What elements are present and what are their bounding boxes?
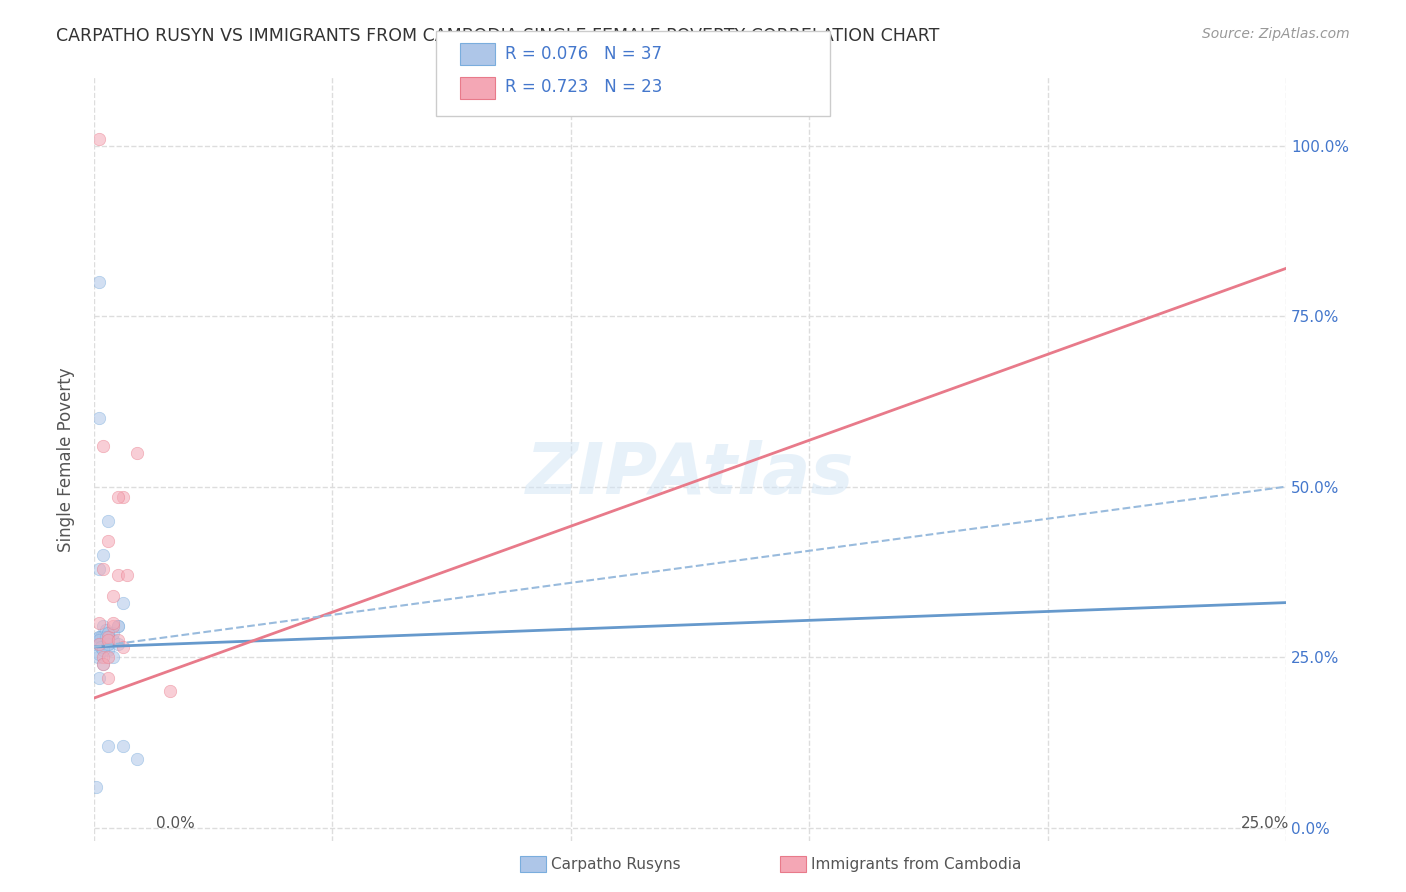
Point [87,561,110,575]
Point [93,650,115,665]
Point [93,561,115,575]
Point [107,490,129,504]
Point [107,568,129,582]
Point [101,626,124,640]
Point [111,739,134,753]
Point [93,640,115,654]
Point [93,439,115,453]
Point [101,616,124,631]
Point [94,623,117,637]
Point [87,132,110,146]
Point [111,640,134,654]
Point [97,514,120,528]
Point [93,643,115,657]
Point [159,684,181,698]
Point [93,657,115,671]
Point [107,619,129,633]
Point [87,616,110,631]
Point [87,275,110,289]
Text: 0.0%: 0.0% [156,816,195,831]
Text: Immigrants from Cambodia: Immigrants from Cambodia [811,857,1022,871]
Point [101,619,124,633]
Point [101,589,124,603]
Point [97,534,120,549]
Point [97,650,120,665]
Point [101,633,124,648]
Point [97,630,120,644]
Point [111,596,134,610]
Point [87,411,110,425]
Point [97,626,120,640]
Y-axis label: Single Female Poverty: Single Female Poverty [58,368,75,551]
Point [87,650,110,665]
Point [90,630,112,644]
Point [97,739,120,753]
Point [107,633,129,648]
Point [97,626,120,640]
Point [125,445,148,459]
Point [87,647,110,661]
Point [97,633,120,648]
Point [107,636,129,650]
Point [97,643,120,657]
Point [94,630,117,644]
Point [90,640,112,654]
Text: ZIPAtlas: ZIPAtlas [526,440,855,509]
Point [97,636,120,650]
Point [93,548,115,562]
Point [117,568,139,582]
Point [87,630,110,644]
Point [107,619,129,633]
Point [101,650,124,665]
Point [93,619,115,633]
Point [97,671,120,685]
Point [87,671,110,685]
Text: R = 0.723   N = 23: R = 0.723 N = 23 [505,78,662,96]
Point [87,633,110,648]
Text: CARPATHO RUSYN VS IMMIGRANTS FROM CAMBODIA SINGLE FEMALE POVERTY CORRELATION CHA: CARPATHO RUSYN VS IMMIGRANTS FROM CAMBOD… [56,27,939,45]
Point [97,636,120,650]
Point [93,657,115,671]
Text: Source: ZipAtlas.com: Source: ZipAtlas.com [1202,27,1350,41]
Point [93,630,115,644]
Point [87,636,110,650]
Point [87,630,110,644]
Text: Carpatho Rusyns: Carpatho Rusyns [551,857,681,871]
Text: R = 0.076   N = 37: R = 0.076 N = 37 [505,45,662,62]
Point [111,490,134,504]
Point [86,780,108,794]
Text: 25.0%: 25.0% [1241,816,1289,831]
Point [86,636,108,650]
Point [125,752,148,766]
